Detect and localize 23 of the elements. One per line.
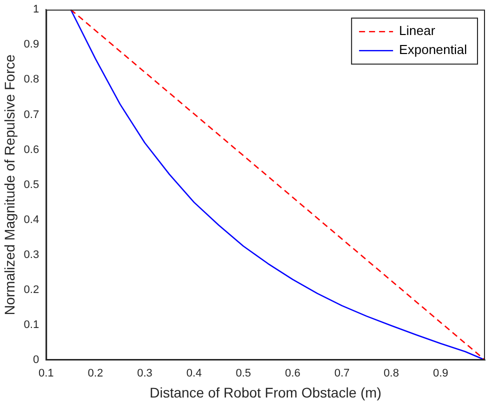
y-tick-label: 0.1 bbox=[24, 318, 40, 331]
x-tick-label: 0.9 bbox=[432, 368, 448, 380]
y-tick-label: 0.7 bbox=[24, 108, 40, 121]
y-tick-label: 0.9 bbox=[24, 38, 40, 51]
legend-label: Linear bbox=[399, 23, 436, 38]
x-tick-label: 0.5 bbox=[236, 368, 251, 380]
x-tick-label: 0.3 bbox=[137, 368, 152, 380]
y-tick-label: 0 bbox=[32, 354, 40, 366]
y-axis-title: Normalized Magnitude of Repulsive Force bbox=[1, 54, 18, 316]
x-axis-title: Distance of Robot From Obstacle (m) bbox=[150, 384, 382, 400]
y-tick-label: 0.6 bbox=[24, 144, 40, 156]
x-tick-label: 0.2 bbox=[88, 368, 104, 380]
x-tick-label: 0.7 bbox=[334, 368, 350, 380]
y-tick-label: 0.4 bbox=[24, 214, 40, 226]
y-tick-label: 0.8 bbox=[24, 74, 40, 86]
x-tick-label: 0.6 bbox=[285, 368, 300, 380]
x-tick-label: 0.4 bbox=[186, 368, 202, 380]
y-tick-label: 0.5 bbox=[24, 178, 40, 191]
y-tick-label: 1 bbox=[32, 4, 40, 16]
y-tick-label: 0.2 bbox=[24, 284, 40, 296]
legend-label: Exponential bbox=[399, 42, 468, 58]
x-tick-label: 0.8 bbox=[384, 368, 399, 380]
y-tick-label: 0.3 bbox=[24, 248, 40, 261]
